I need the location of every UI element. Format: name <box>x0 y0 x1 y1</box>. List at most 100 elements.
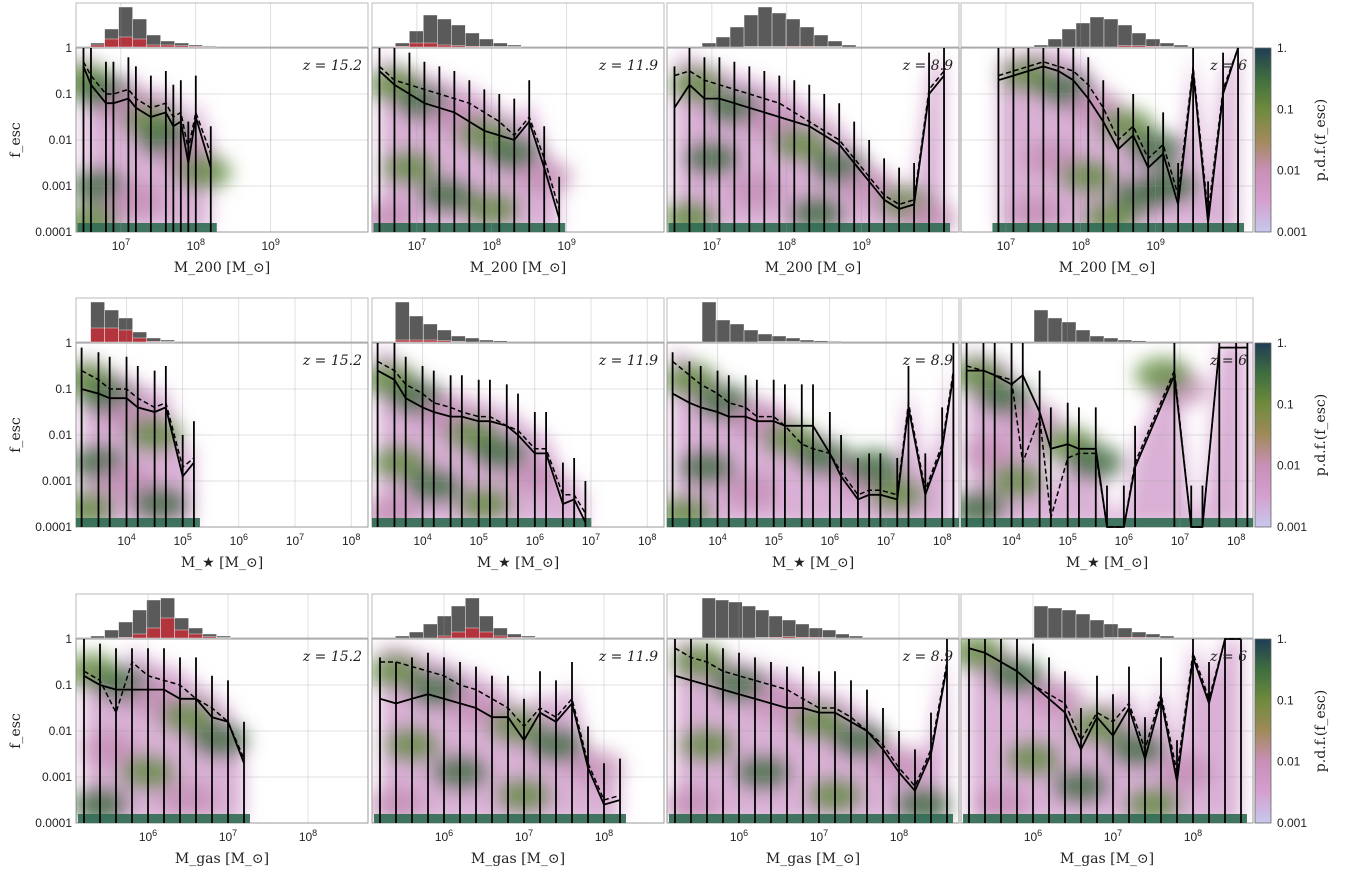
hist-bar-all <box>701 597 716 639</box>
heat-blob <box>895 786 951 823</box>
hist-bar-all <box>1033 605 1049 639</box>
hist-bar-all <box>395 301 410 343</box>
hist-bar-all <box>771 335 787 343</box>
hist-bar-all <box>437 329 452 343</box>
hist-bar-all <box>743 14 759 48</box>
heat-blob <box>961 435 1018 472</box>
heat-blob <box>788 195 845 232</box>
heat-blob <box>773 126 830 163</box>
x-tick-label: 109 <box>261 237 279 253</box>
mean-line <box>377 360 587 514</box>
hist-bar-esc <box>795 637 810 639</box>
colorbar-tick-label: 0.1 <box>1277 397 1294 411</box>
x-axis-label: M_★ [M_⊙] <box>181 555 263 571</box>
colorbar-label: p.d.f.(f_esc) <box>1313 394 1329 476</box>
y-tick-label: 0.01 <box>49 428 73 442</box>
hist-bar-all <box>799 26 815 48</box>
colorbar-bar <box>1254 47 1272 233</box>
y-tick-label: 1 <box>65 632 72 646</box>
hist-bar-esc <box>1117 45 1133 48</box>
y-axis-label: f_esc <box>8 122 24 158</box>
hist-bar-all <box>465 337 480 343</box>
heat-blob <box>80 731 136 768</box>
colorbar-tick-label: 1. <box>1277 41 1287 55</box>
x-tick-label: 108 <box>890 828 908 844</box>
hist-bar-esc <box>132 38 147 48</box>
hist-bar-esc <box>146 44 161 48</box>
hist-bar-all <box>782 619 796 639</box>
hist-bar-all <box>437 18 452 48</box>
heat-blob <box>372 786 424 823</box>
heat-floor <box>669 814 953 823</box>
x-tick-label: 108 <box>933 532 951 548</box>
hist-bar-esc <box>104 38 119 48</box>
redshift-label: z = 11.9 <box>598 58 658 74</box>
hist-bar-all <box>841 44 857 48</box>
hist-bar-esc <box>437 635 452 639</box>
hist-bar-all <box>715 319 731 343</box>
hist-bar-esc <box>768 637 783 639</box>
heat-blob <box>1125 786 1181 823</box>
redshift-label: z = 8.9 <box>902 649 953 665</box>
hist-bar-esc <box>808 637 823 639</box>
hist-bar-all <box>795 623 810 639</box>
x-axis-label: M_gas [M_⊙] <box>1060 851 1154 867</box>
hist-bar-esc <box>146 627 161 639</box>
x-axis-label: M_★ [M_⊙] <box>1066 555 1148 571</box>
hist-bar-all <box>827 40 843 48</box>
heat-blob <box>408 671 464 708</box>
hist-bar-all <box>1089 619 1105 639</box>
redshift-label: z = 8.9 <box>902 58 953 74</box>
heat-blob <box>1135 357 1192 394</box>
median-line <box>966 346 1248 528</box>
heat-floor <box>372 518 592 527</box>
hist-bar-esc <box>160 44 175 48</box>
hist-bar-all <box>1103 18 1119 48</box>
panel-r0-c1: z = 11.9 107 108 109 M_200 [M_⊙] <box>371 2 665 276</box>
hist-bar-esc <box>409 42 424 48</box>
hist-bar-esc <box>437 44 452 48</box>
heat-blob <box>1029 680 1085 717</box>
hist-bar-all <box>1117 627 1133 639</box>
y-tick-label: 0.1 <box>55 87 72 101</box>
hist-bar-all <box>827 341 843 343</box>
x-tick-label: 106 <box>1115 532 1133 548</box>
median-line <box>968 638 1241 782</box>
panel-r1-c1: z = 11.9 104 105 106 107 108 M_★ [M_⊙] <box>371 297 665 571</box>
hist-bar-all <box>1061 28 1077 48</box>
heat-floor <box>374 814 626 823</box>
x-axis-label: M_200 [M_⊙] <box>1059 260 1156 276</box>
y-axis-label: f_esc <box>8 713 24 749</box>
hist-bar-all <box>1145 38 1161 48</box>
y-tick-label: 0.01 <box>49 724 73 738</box>
hist-bar-all <box>1061 321 1077 343</box>
x-tick-label: 107 <box>877 532 895 548</box>
x-tick-label: 107 <box>408 237 426 253</box>
y-axis-label: f_esc <box>8 417 24 453</box>
heat-floor <box>963 814 1247 823</box>
hist-bar-esc <box>479 631 494 639</box>
median-line <box>673 75 945 210</box>
mean-line <box>998 47 1239 214</box>
median-line <box>672 375 955 501</box>
median-line <box>83 675 245 764</box>
hist-bar-all <box>757 333 773 343</box>
colorbar-tick-label: 1. <box>1277 632 1287 646</box>
hist-bar-esc <box>90 327 105 343</box>
x-tick-label: 106 <box>730 828 748 844</box>
colorbar-label: p.d.f.(f_esc) <box>1313 99 1329 181</box>
redshift-label: z = 6 <box>1209 649 1247 665</box>
x-tick-label: 109 <box>1146 237 1164 253</box>
hist-bar-esc <box>409 339 424 343</box>
mean-line <box>378 65 560 210</box>
x-tick-label: 106 <box>526 532 544 548</box>
panel-r1-c0: z = 15.2 104 105 106 107 108 M_★ [M_⊙] 1 0.1 0.01… <box>8 297 369 571</box>
hist-bar-all <box>799 339 815 343</box>
x-tick-label: 108 <box>1072 237 1090 253</box>
median-line <box>998 47 1239 223</box>
x-tick-label: 104 <box>413 532 431 548</box>
x-tick-label: 107 <box>1171 532 1189 548</box>
hist-bar-all <box>1047 607 1063 639</box>
panel-r0-c3: z = 6 107 108 109 M_200 [M_⊙] <box>960 2 1254 276</box>
hist-bar-all <box>1131 32 1147 48</box>
